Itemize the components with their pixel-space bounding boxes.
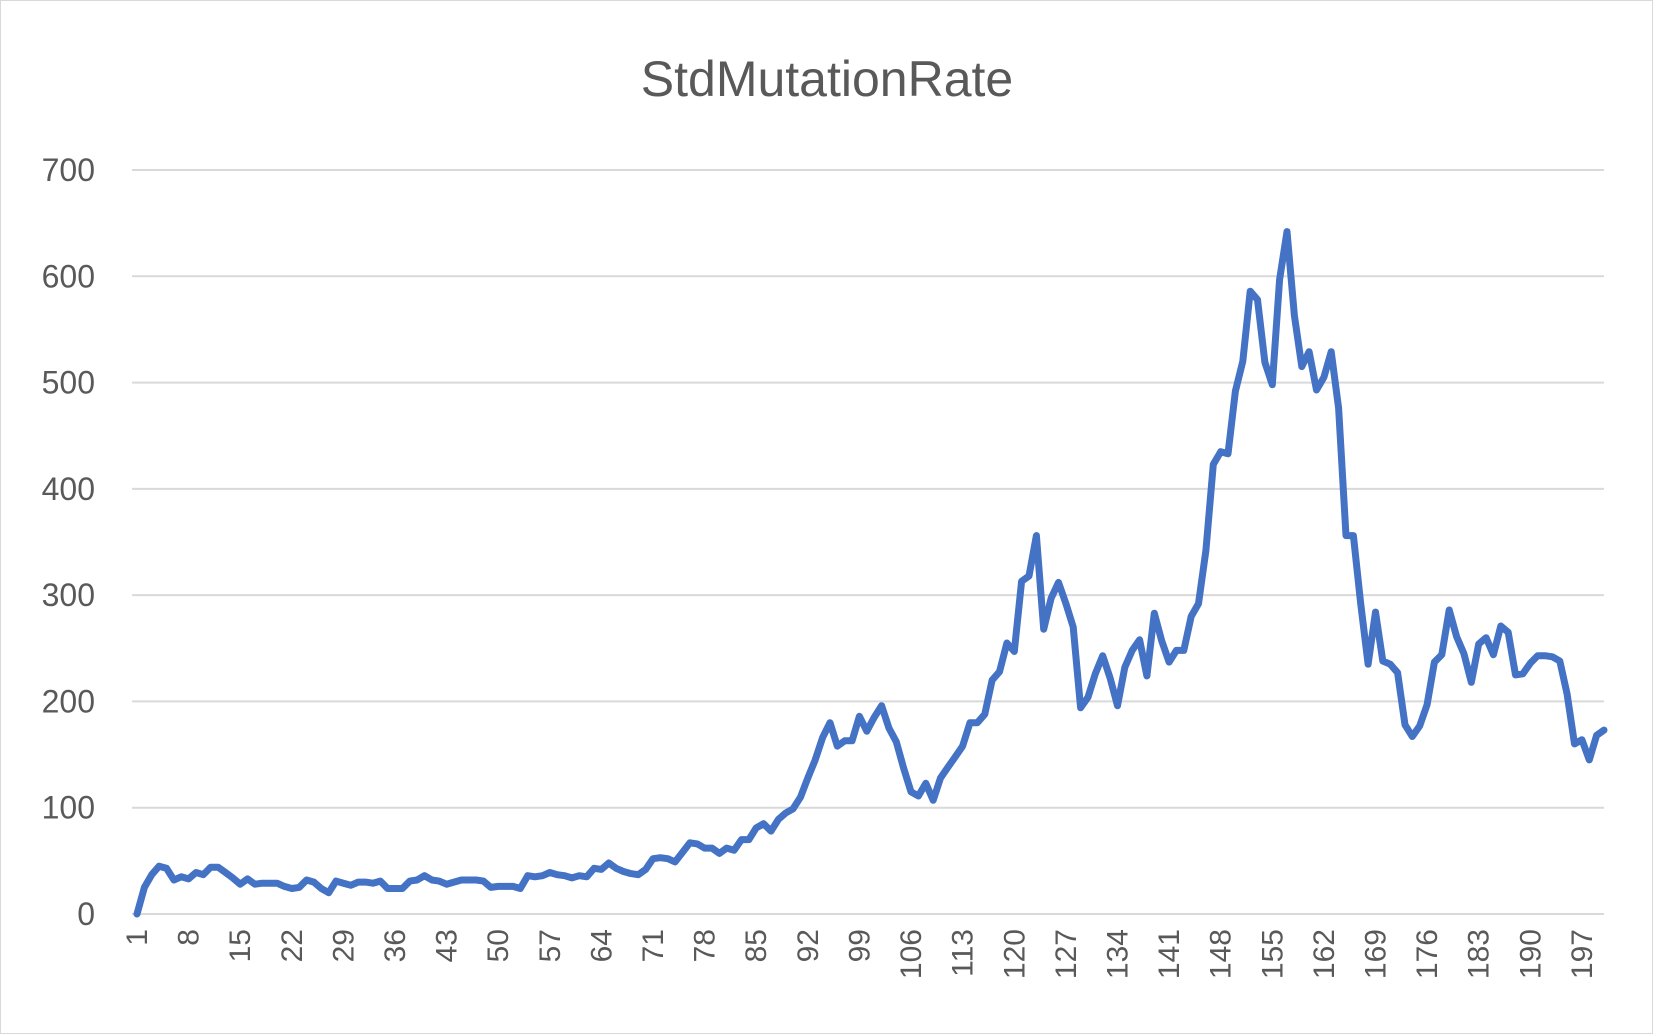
y-tick-label: 700 [42, 152, 95, 188]
x-tick-label: 43 [431, 929, 464, 962]
x-tick-label: 169 [1359, 929, 1392, 979]
x-tick-label: 50 [482, 929, 515, 962]
series-layer [133, 228, 1608, 918]
chart-title: StdMutationRate [641, 51, 1013, 107]
x-tick-label: 190 [1514, 929, 1547, 979]
y-tick-label: 100 [42, 790, 95, 826]
y-tick-label: 200 [42, 683, 95, 719]
x-tick-label: 1 [121, 929, 154, 946]
x-tick-label: 113 [947, 929, 980, 977]
x-axis-labels: 1 8 15 22 29 36 43 50 57 64 71 78 85 92 99 106 113 120 127… [121, 929, 1599, 979]
x-tick-label: 120 [998, 929, 1031, 979]
x-tick-label: 15 [224, 929, 257, 962]
x-tick-label: 183 [1463, 929, 1496, 979]
y-tick-label: 500 [42, 365, 95, 401]
x-tick-label: 99 [843, 929, 876, 962]
y-tick-label: 600 [42, 258, 95, 294]
x-tick-label: 127 [1050, 929, 1083, 979]
x-tick-label: 92 [792, 929, 825, 962]
x-tick-label: 78 [689, 929, 722, 962]
series-line [133, 228, 1608, 918]
y-axis-labels: 0 100 200 300 400 500 600 700 [42, 152, 95, 932]
x-tick-label: 36 [379, 929, 412, 962]
y-tick-label: 0 [77, 896, 95, 932]
x-tick-label: 176 [1411, 929, 1444, 979]
x-tick-label: 29 [327, 929, 360, 962]
x-tick-label: 22 [276, 929, 309, 962]
x-tick-label: 64 [585, 929, 618, 962]
gridlines [132, 169, 1604, 915]
x-tick-label: 155 [1256, 929, 1289, 979]
x-tick-label: 148 [1205, 929, 1238, 979]
y-tick-label: 300 [42, 577, 95, 613]
x-tick-label: 162 [1308, 929, 1341, 979]
x-tick-label: 197 [1566, 929, 1599, 979]
x-tick-label: 71 [637, 929, 670, 962]
x-tick-label: 106 [895, 929, 928, 979]
x-tick-label: 8 [173, 929, 206, 946]
x-tick-label: 141 [1153, 929, 1186, 979]
y-tick-label: 400 [42, 471, 95, 507]
x-tick-label: 85 [740, 929, 773, 962]
x-tick-label: 57 [534, 929, 567, 962]
x-tick-label: 134 [1101, 929, 1134, 979]
